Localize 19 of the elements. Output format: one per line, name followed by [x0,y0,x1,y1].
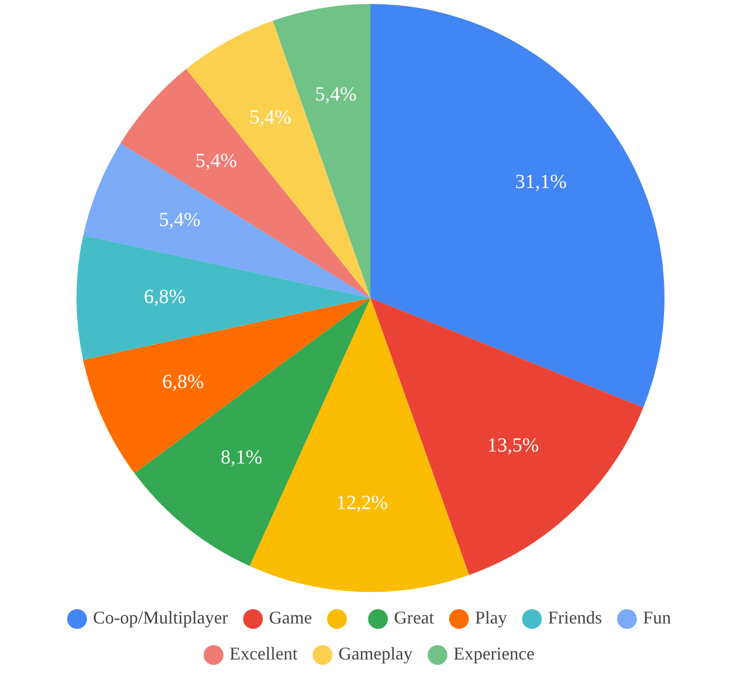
data-label: 5,4% [158,209,201,232]
legend-label: Friends [548,608,602,628]
data-label: 6,8% [162,371,204,394]
legend-label: Play [474,608,507,628]
data-label: 13,5% [487,434,539,457]
legend-label: Experience [453,644,534,664]
legend-label: Game [269,608,312,628]
legend-label: Fun [642,608,671,628]
data-label: 8,1% [220,446,262,469]
data-label: 31,1% [515,170,567,193]
data-label: 5,4% [195,150,238,172]
legend-label: Excellent [230,644,298,664]
legend-label: Co-op/Multiplayer [93,608,228,628]
data-label: 12,2% [336,492,388,514]
data-label: 5,4% [314,83,357,106]
data-label: 6,8% [144,286,186,308]
legend-label: Great [394,608,434,628]
legend-label: Gameplay [338,644,412,664]
data-label: 5,4% [249,106,292,128]
